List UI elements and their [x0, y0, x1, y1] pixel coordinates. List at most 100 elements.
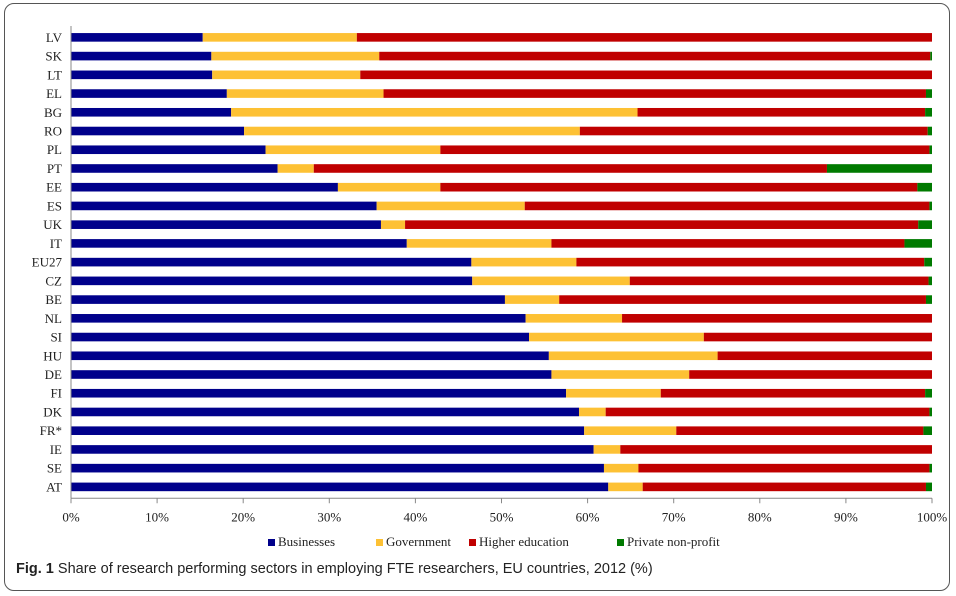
bar-segment-be-3 — [925, 295, 932, 304]
bar-segment-dk-3 — [929, 407, 932, 417]
category-labels: LV SK LT EL BG RO PL PT EE ES UK IT EU27 CZ BE NL SI HU DE… — [32, 30, 63, 495]
bar-segment-se-2 — [638, 463, 930, 473]
bar-segment-lt-1 — [212, 70, 361, 80]
bar-segment-cz-0 — [71, 276, 473, 286]
bar-segment-de-2 — [689, 370, 932, 379]
legend-swatch — [469, 539, 476, 546]
bar-segment-lv-1 — [202, 33, 357, 42]
bar-segment-es-0 — [71, 201, 377, 211]
category-label-el: EL — [46, 86, 62, 101]
bar-segment-uk-3 — [918, 220, 932, 229]
category-label-hu: HU — [43, 348, 62, 363]
x-tick-label: 20% — [231, 509, 255, 524]
x-tick-label: 100% — [917, 509, 948, 524]
bar-segment-es-2 — [524, 201, 930, 211]
bar-segment-pt-1 — [277, 164, 314, 173]
bar-segment-at-2 — [642, 482, 926, 492]
category-label-pl: PL — [47, 142, 62, 157]
bar-segment-se-1 — [603, 463, 639, 473]
bar-segment-si-1 — [529, 332, 704, 342]
bar-segment-be-0 — [71, 295, 505, 304]
category-label-dk: DK — [43, 404, 62, 419]
bar-segment-it-1 — [406, 239, 552, 248]
bar-segment-ro-2 — [579, 126, 928, 136]
bar-segment-fr-3 — [923, 426, 932, 435]
stacked-bar-chart: LV SK LT EL BG RO PL PT EE ES UK IT EU27 CZ BE NL SI HU DE… — [32, 26, 948, 549]
category-label-pt: PT — [47, 161, 62, 176]
bar-segment-dk-1 — [578, 407, 606, 417]
bar-segment-pt-3 — [826, 164, 932, 173]
bar-segment-pl-0 — [71, 145, 266, 155]
bar-segment-si-2 — [703, 332, 932, 342]
bar-segment-eu27-1 — [471, 257, 577, 267]
bar-segment-be-1 — [504, 295, 560, 304]
bar-segment-nl-1 — [525, 314, 623, 323]
bar-segment-eu27-3 — [924, 257, 932, 267]
x-tick-label: 80% — [748, 509, 772, 524]
category-label-ee: EE — [46, 180, 62, 195]
caption-text: Share of research performing sectors in … — [57, 561, 653, 577]
bar-segment-lv-2 — [356, 33, 932, 42]
bar-segment-dk-0 — [71, 407, 579, 417]
bar-segment-lt-0 — [71, 70, 213, 80]
x-tick-label: 60% — [576, 509, 600, 524]
bar-segment-it-3 — [904, 239, 932, 248]
x-tick-label: 50% — [490, 509, 514, 524]
bar-segment-bg-1 — [231, 107, 638, 117]
bar-segment-se-0 — [71, 463, 604, 473]
category-label-nl: NL — [45, 311, 62, 326]
category-label-se: SE — [47, 461, 62, 476]
x-tick-label: 30% — [317, 509, 341, 524]
bar-segment-eu27-0 — [71, 257, 472, 267]
bar-segment-sk-1 — [211, 51, 380, 61]
bar-segment-at-3 — [925, 482, 932, 492]
legend-label: Businesses — [278, 534, 335, 549]
x-tick-label: 0% — [62, 509, 80, 524]
bars-group — [71, 33, 932, 492]
category-label-cz: CZ — [45, 273, 62, 288]
bar-segment-nl-0 — [71, 314, 526, 323]
bar-segment-pl-3 — [929, 145, 932, 155]
x-tick-label: 40% — [403, 509, 427, 524]
bar-segment-ee-3 — [917, 182, 932, 192]
bar-segment-at-1 — [608, 482, 643, 492]
bar-segment-hu-2 — [717, 351, 932, 361]
x-tick-label: 70% — [662, 509, 686, 524]
bar-segment-ee-1 — [337, 182, 441, 192]
bar-segment-fr-1 — [584, 426, 677, 435]
category-label-it: IT — [50, 236, 62, 251]
bar-segment-at-0 — [71, 482, 609, 492]
bar-segment-fi-2 — [660, 388, 926, 398]
legend-label: Higher education — [479, 534, 569, 549]
bar-segment-ro-3 — [927, 126, 932, 136]
category-label-es: ES — [47, 198, 62, 213]
category-label-lt: LT — [47, 67, 62, 82]
bar-segment-fr-2 — [676, 426, 924, 435]
bar-segment-es-1 — [376, 201, 525, 211]
category-label-sk: SK — [45, 49, 62, 64]
bar-segment-ro-0 — [71, 126, 245, 136]
category-label-fr: FR* — [40, 423, 62, 438]
x-tick-label: 90% — [834, 509, 858, 524]
bar-segment-se-3 — [929, 463, 932, 473]
bar-segment-pl-1 — [265, 145, 441, 155]
bar-segment-fi-0 — [71, 388, 567, 398]
bar-segment-ie-0 — [71, 445, 594, 454]
bar-segment-eu27-2 — [576, 257, 925, 267]
bar-segment-sk-3 — [930, 51, 932, 61]
bar-segment-it-2 — [551, 239, 905, 248]
bar-segment-nl-2 — [622, 314, 932, 323]
bar-segment-de-1 — [551, 370, 690, 379]
category-label-at: AT — [46, 479, 62, 494]
bar-segment-cz-1 — [472, 276, 630, 286]
bar-segment-ie-1 — [593, 445, 621, 454]
bar-segment-ee-0 — [71, 182, 338, 192]
bar-segment-si-0 — [71, 332, 530, 342]
bar-segment-es-3 — [929, 201, 932, 211]
bar-segment-cz-2 — [629, 276, 929, 286]
bar-segment-el-2 — [383, 89, 926, 98]
x-tick-label: 10% — [145, 509, 169, 524]
bar-segment-uk-2 — [405, 220, 919, 229]
bar-segment-ro-1 — [244, 126, 580, 136]
bar-segment-ee-2 — [440, 182, 918, 192]
